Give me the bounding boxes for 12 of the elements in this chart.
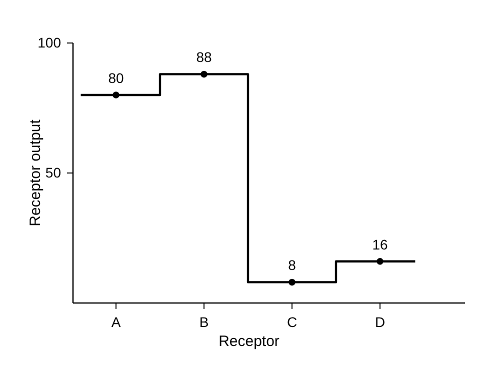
data-label: 16 xyxy=(372,236,388,252)
y-tick-label: 50 xyxy=(45,164,62,180)
y-axis-title: Receptor output xyxy=(27,118,44,226)
data-label: 80 xyxy=(108,70,124,86)
data-label: 8 xyxy=(288,257,296,274)
x-tick-label: B xyxy=(199,314,209,330)
x-tick-label: A xyxy=(111,314,122,330)
y-tick-label: 100 xyxy=(38,34,62,50)
x-tick-label: C xyxy=(286,314,298,330)
x-axis-title: Receptor xyxy=(218,333,280,350)
data-label: 88 xyxy=(196,49,212,66)
x-tick-label: D xyxy=(374,314,386,330)
